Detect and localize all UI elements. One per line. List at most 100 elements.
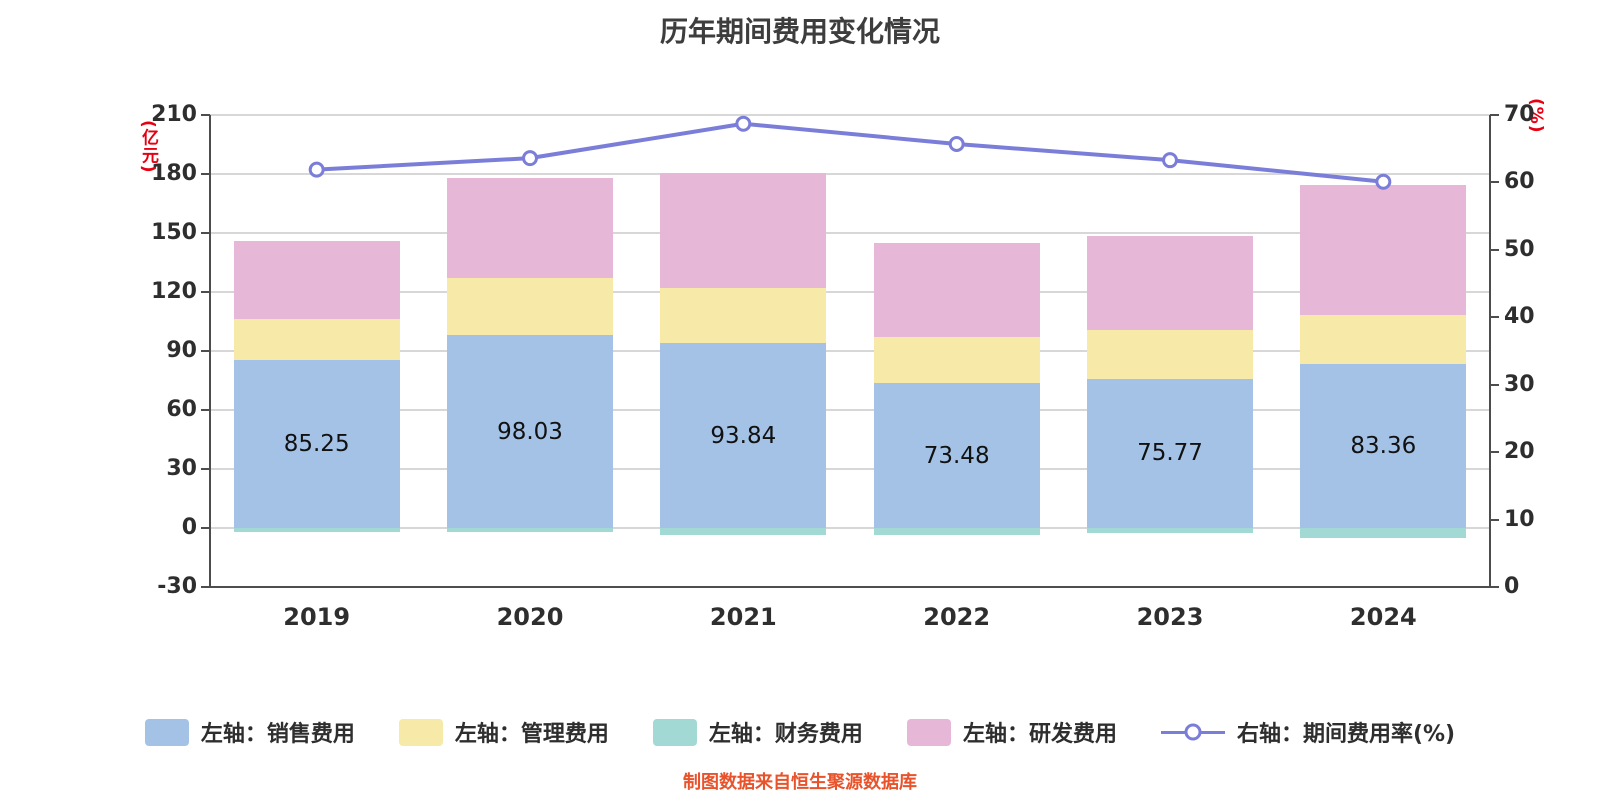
left-axis-tick bbox=[201, 173, 210, 175]
legend-swatch bbox=[144, 718, 189, 746]
bar-value-label: 98.03 bbox=[497, 418, 563, 445]
bar-value-label: 93.84 bbox=[710, 422, 777, 449]
right-axis-unit-label: (%) bbox=[1526, 98, 1546, 134]
right-axis-tick bbox=[1490, 114, 1499, 116]
bar-value-label: 75.77 bbox=[1137, 440, 1203, 467]
left-axis-tick bbox=[201, 527, 210, 529]
bar-value-label: 83.36 bbox=[1350, 433, 1417, 460]
x-axis-label-2024: 2024 bbox=[1349, 603, 1417, 631]
bar-segment-2020 bbox=[447, 528, 613, 532]
legend-item[interactable]: 左轴：销售费用 bbox=[144, 716, 355, 748]
right-axis-tick-label: 10 bbox=[1504, 506, 1535, 532]
right-axis-tick bbox=[1490, 586, 1499, 588]
rate-line-marker bbox=[522, 150, 538, 167]
right-axis-tick-label: 50 bbox=[1504, 236, 1535, 262]
left-axis-tick bbox=[201, 468, 210, 470]
bar-segment-2023 bbox=[1087, 378, 1253, 528]
bar-segment-2021 bbox=[660, 528, 827, 535]
left-axis-tick bbox=[201, 586, 210, 588]
right-axis-tick-label: 40 bbox=[1504, 304, 1535, 330]
gridline bbox=[210, 232, 1490, 234]
bar-segment-2024 bbox=[1300, 364, 1467, 528]
bar-segment-2019 bbox=[233, 241, 400, 320]
left-axis-tick-label: 0 bbox=[181, 515, 197, 540]
left-axis-tick-label: 30 bbox=[166, 456, 197, 481]
bar-segment-2023 bbox=[1087, 330, 1253, 379]
left-axis-tick-label: 210 bbox=[151, 102, 197, 127]
right-axis-tick-label: 70 bbox=[1504, 102, 1535, 127]
gridline bbox=[210, 468, 1490, 470]
right-axis-tick bbox=[1490, 451, 1499, 454]
legend-item[interactable]: 右轴：期间费用率(%) bbox=[1160, 716, 1456, 748]
gridline bbox=[210, 350, 1490, 352]
legend-swatch bbox=[398, 718, 443, 746]
legend-label: 左轴：销售费用 bbox=[200, 722, 355, 747]
left-axis-tick bbox=[201, 291, 210, 293]
bar-segment-2023 bbox=[1087, 236, 1253, 330]
legend-label: 左轴：管理费用 bbox=[454, 722, 609, 747]
left-axis-tick bbox=[201, 114, 210, 116]
chart-title: 历年期间费用变化情况 bbox=[659, 15, 940, 48]
rate-line-marker bbox=[735, 115, 752, 132]
bar-value-label: 73.48 bbox=[923, 442, 990, 469]
left-axis-tick-label: -30 bbox=[157, 574, 197, 599]
right-axis-tick-label: 0 bbox=[1504, 574, 1520, 599]
rate-line-marker bbox=[1162, 152, 1178, 169]
legend-swatch bbox=[906, 718, 951, 746]
left-axis-line bbox=[209, 115, 211, 587]
right-axis-tick-label: 20 bbox=[1504, 439, 1535, 465]
bar-segment-2024 bbox=[1300, 185, 1467, 316]
left-axis-tick-label: 180 bbox=[151, 161, 197, 186]
x-axis-label-2023: 2023 bbox=[1136, 603, 1204, 631]
gridline bbox=[210, 527, 1490, 529]
bar-segment-2019 bbox=[233, 528, 400, 532]
left-axis-tick bbox=[201, 409, 210, 411]
rate-line-marker bbox=[948, 135, 965, 152]
right-axis-line bbox=[1489, 115, 1491, 587]
right-axis-tick bbox=[1490, 316, 1499, 319]
left-axis-tick-label: 120 bbox=[151, 279, 197, 304]
bar-segment-2020 bbox=[447, 277, 613, 336]
x-axis-label-2022: 2022 bbox=[923, 603, 991, 631]
legend-label: 右轴：期间费用率(%) bbox=[1236, 722, 1456, 747]
bar-segment-2019 bbox=[233, 319, 400, 361]
bar-segment-2020 bbox=[447, 335, 613, 528]
right-axis-tick-label: 30 bbox=[1504, 371, 1535, 397]
legend-swatch bbox=[652, 718, 697, 746]
x-axis-label-2020: 2020 bbox=[496, 603, 564, 631]
bar-segment-2020 bbox=[447, 177, 613, 278]
gridline bbox=[210, 114, 1490, 116]
x-axis-label-2021: 2021 bbox=[709, 603, 777, 631]
bar-segment-2023 bbox=[1087, 528, 1253, 533]
gridline bbox=[210, 291, 1490, 293]
left-axis-tick-label: 60 bbox=[166, 397, 197, 422]
right-axis-tick bbox=[1490, 518, 1499, 521]
bar-segment-2019 bbox=[233, 360, 400, 528]
legend-label: 左轴：研发费用 bbox=[962, 722, 1117, 747]
right-axis-tick-label: 60 bbox=[1504, 169, 1535, 195]
left-axis-unit-label: (亿元) bbox=[138, 120, 158, 174]
legend: 左轴：销售费用 左轴：管理费用 左轴：财务费用 左轴：研发费用 右轴：期间费用率(%) bbox=[0, 716, 1600, 748]
left-axis-tick bbox=[201, 232, 210, 234]
bar-segment-2021 bbox=[660, 287, 827, 344]
legend-line-sample bbox=[1160, 719, 1225, 746]
bar-segment-2024 bbox=[1300, 528, 1467, 538]
right-axis-tick bbox=[1490, 383, 1499, 386]
legend-label: 左轴：财务费用 bbox=[708, 722, 863, 747]
bar-segment-2021 bbox=[660, 343, 827, 528]
bar-segment-2022 bbox=[873, 337, 1040, 384]
bottom-axis-line bbox=[210, 586, 1490, 588]
gridline bbox=[210, 173, 1490, 175]
legend-item[interactable]: 左轴：管理费用 bbox=[398, 716, 609, 748]
gridline bbox=[210, 409, 1490, 411]
x-axis-label-2019: 2019 bbox=[283, 603, 351, 631]
legend-item[interactable]: 左轴：财务费用 bbox=[652, 716, 863, 748]
bar-segment-2024 bbox=[1300, 315, 1467, 365]
left-axis-tick bbox=[201, 350, 210, 352]
bar-segment-2021 bbox=[660, 173, 827, 288]
bar-segment-2022 bbox=[873, 383, 1040, 528]
legend-item[interactable]: 左轴：研发费用 bbox=[906, 716, 1117, 748]
bar-segment-2022 bbox=[873, 528, 1040, 535]
bar-value-label: 85.25 bbox=[283, 431, 350, 458]
right-axis-tick bbox=[1490, 181, 1499, 184]
